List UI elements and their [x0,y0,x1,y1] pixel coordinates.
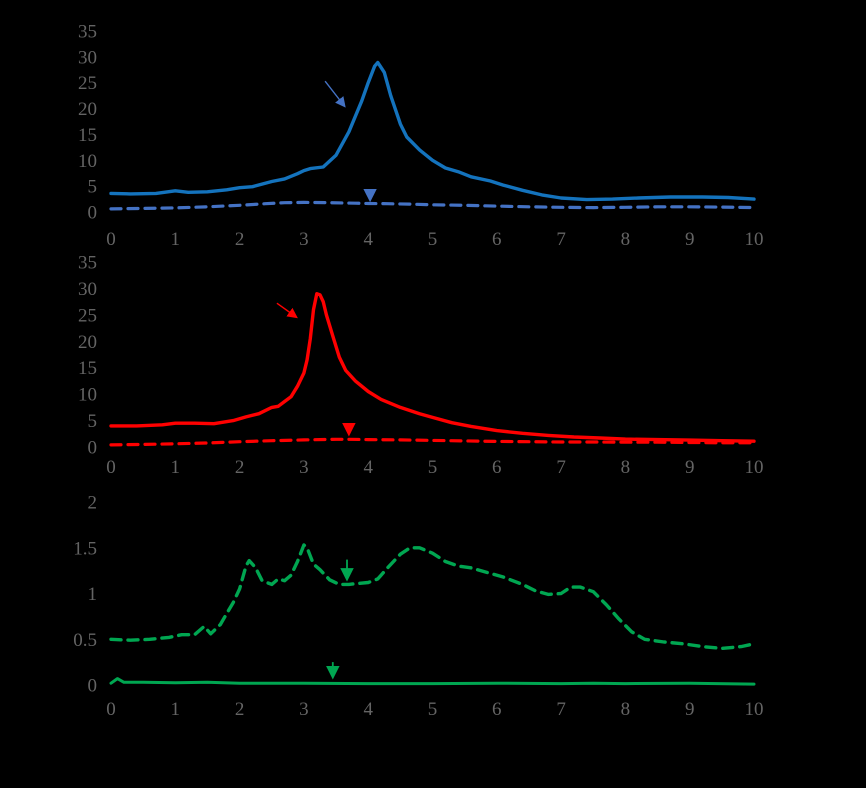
x-tick-label: 7 [556,229,566,250]
x-tick-label: 10 [745,229,764,250]
y-tick-label: 25 [78,305,97,326]
series-blue-solid [109,60,756,202]
x-tick-label: 8 [621,229,631,250]
x-tick-label: 5 [428,457,438,478]
x-tick-label: 5 [428,699,438,720]
y-tick-label: 20 [78,99,97,120]
x-tick-label: 0 [106,457,116,478]
x-tick-label: 6 [492,457,502,478]
y-tick-label: 0 [88,676,98,697]
x-tick-label: 5 [428,229,438,250]
x-tick-label: 2 [235,229,245,250]
chart-middle-red-panel: 0 5 10 15 20 25 30 35 0 1 2 3 4 5 6 7 8 9 10 [78,253,764,479]
x-tick-label: 4 [363,229,373,250]
series-red-solid [109,292,756,443]
series-green-solid [109,677,756,686]
arrow-to-red-solid-icon [276,302,298,319]
x-tick-label: 10 [745,699,764,720]
y-tick-label: 2 [88,493,98,514]
x-tick-label: 6 [492,229,502,250]
x-tick-label: 1 [171,229,181,250]
x-tick-label: 8 [621,699,631,720]
y-tick-label: 1.5 [73,538,97,559]
x-tick-label: 1 [171,699,181,720]
arrow-to-blue-solid-icon [324,80,346,108]
y-tick-label: 30 [78,279,97,300]
x-tick-label: 2 [235,699,245,720]
x-tick-label: 0 [106,229,116,250]
x-tick-label: 7 [556,699,566,720]
x-tick-label: 4 [363,699,373,720]
chart-top-blue-panel: 0 5 10 15 20 25 30 35 0 1 2 3 4 5 6 7 8 9 10 [78,22,764,251]
x-tick-label: 8 [621,457,631,478]
series-red-dashed [109,437,756,447]
x-tick-label: 9 [685,457,695,478]
y-tick-label: 0.5 [73,630,97,651]
y-tick-label: 20 [78,332,97,353]
y-tick-label: 15 [78,358,97,379]
y-tick-label: 10 [78,151,97,172]
y-tick-label: 1 [88,584,98,605]
y-tick-label: 15 [78,125,97,146]
y-tick-label: 5 [88,411,98,432]
y-tick-label: 0 [88,438,98,459]
y-tick-label: 30 [78,47,97,68]
x-tick-label: 1 [171,457,181,478]
y-tick-label: 25 [78,73,97,94]
x-tick-label: 7 [556,457,566,478]
x-tick-label: 2 [235,457,245,478]
x-tick-label: 4 [363,457,373,478]
y-tick-label: 10 [78,385,97,406]
x-tick-label: 3 [299,457,309,478]
series-blue-dashed [109,200,756,211]
series-green-dashed [109,543,756,651]
x-tick-label: 10 [745,457,764,478]
x-tick-label: 3 [299,699,309,720]
x-tick-label: 3 [299,229,309,250]
x-tick-label: 9 [685,699,695,720]
x-tick-label: 6 [492,699,502,720]
y-tick-label: 35 [78,22,97,43]
x-tick-label: 0 [106,699,116,720]
y-tick-label: 0 [88,203,98,224]
y-tick-label: 5 [88,177,98,198]
chart-bottom-green-panel: 0 0.5 1 1.5 2 0 1 2 3 4 5 6 7 8 9 10 [73,493,763,721]
x-tick-label: 9 [685,229,695,250]
y-tick-label: 35 [78,253,97,274]
